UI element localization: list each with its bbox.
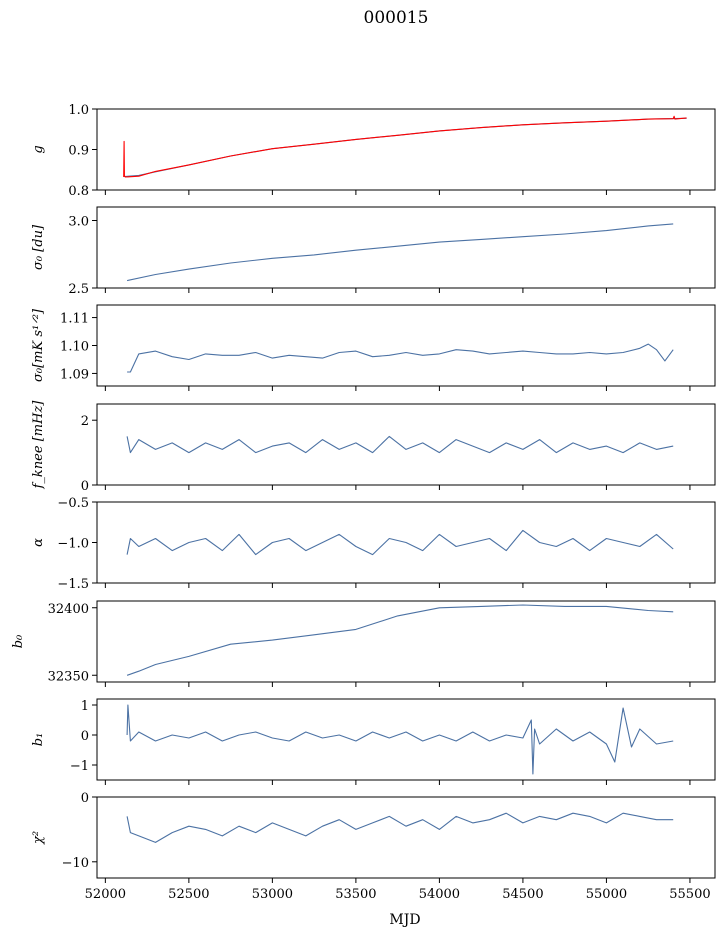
series-line-b0-0 — [126, 604, 674, 676]
panel-frame — [96, 206, 716, 289]
y-tick-label: 32400 — [48, 602, 89, 617]
panels-group: 0.8 0.9 1.0 g 2.5 3.0 σ₀ [du] 1.09 1.10 1.11 σ₀[mK… — [11, 103, 716, 902]
y-tick-label: 1.11 — [60, 312, 89, 327]
panel-sigma0du: 2.5 3.0 σ₀ [du] — [31, 206, 716, 297]
panel-fknee: 0 2 f_knee [mHz] — [31, 400, 716, 494]
y-tick-label: 0 — [81, 729, 89, 744]
x-tick-label: 52500 — [168, 887, 209, 902]
panel-frame — [96, 108, 716, 191]
panel-frame — [96, 403, 716, 486]
panel-chi2: −10 0 52000 52500 53000 53500 54000 54500 55000 5… — [31, 791, 716, 902]
figure-title: 000015 — [364, 8, 429, 28]
x-tick-label: 53000 — [252, 887, 293, 902]
panel-frame — [96, 304, 716, 387]
y-tick-label: 2 — [81, 414, 89, 429]
y-axis-label: f_knee [mHz] — [31, 400, 46, 490]
y-axis-label: χ² — [31, 831, 46, 845]
panel-frame — [96, 796, 716, 879]
series-line-fknee-0 — [126, 435, 674, 454]
y-tick-label: −1.0 — [57, 537, 89, 552]
y-tick-label: −1 — [70, 759, 89, 774]
x-tick-label: 54500 — [502, 887, 543, 902]
series-line-g-0 — [123, 117, 687, 178]
y-tick-label: 3.0 — [68, 215, 89, 230]
y-axis-label: g — [31, 145, 46, 153]
panel-frame — [96, 600, 716, 683]
panel-b0: 32350 32400 b₀ — [11, 600, 716, 687]
y-tick-label: 0.8 — [68, 184, 89, 199]
y-axis-label: α — [31, 538, 46, 547]
series-line-b1-0 — [126, 704, 674, 775]
panel-b1: −1 0 1 b₁ — [31, 698, 716, 785]
series-line-chi2-0 — [126, 812, 674, 843]
x-tick-label: 53500 — [335, 887, 376, 902]
series-line-g-1 — [123, 115, 687, 178]
x-axis-label: MJD — [389, 912, 420, 928]
series-line-sigma0mk-0 — [127, 343, 674, 373]
panel-g: 0.8 0.9 1.0 g — [31, 103, 716, 199]
y-tick-label: 2.5 — [68, 282, 89, 297]
panel-alpha: −1.5 −1.0 −0.5 α — [31, 496, 716, 592]
y-tick-label: 0 — [81, 479, 89, 494]
panel-sigma0mk: 1.09 1.10 1.11 σ₀[mK s¹ᐟ²] — [31, 304, 716, 391]
y-tick-label: 0 — [81, 791, 89, 806]
y-tick-label: −0.5 — [57, 496, 89, 511]
y-axis-label: σ₀ [du] — [31, 224, 46, 270]
y-tick-label: 1.09 — [60, 367, 89, 382]
y-tick-label: 1.0 — [68, 103, 89, 118]
y-tick-label: 32350 — [48, 669, 89, 684]
y-tick-label: 0.9 — [68, 144, 89, 159]
y-axis-label: b₁ — [31, 733, 46, 747]
series-line-alpha-0 — [126, 529, 674, 556]
x-tick-label: 54000 — [419, 887, 460, 902]
x-tick-label: 55000 — [586, 887, 627, 902]
y-tick-label: −10 — [62, 856, 89, 871]
y-axis-label: b₀ — [11, 634, 26, 648]
series-line-sigma0du-0 — [126, 223, 674, 282]
y-tick-label: −1.5 — [57, 577, 89, 592]
y-axis-label: σ₀[mK s¹ᐟ²] — [31, 308, 46, 382]
x-tick-label: 52000 — [85, 887, 126, 902]
y-tick-label: 1.10 — [60, 340, 89, 355]
x-tick-label: 55500 — [669, 887, 710, 902]
y-tick-label: 1 — [81, 699, 89, 714]
panel-frame — [96, 698, 716, 781]
